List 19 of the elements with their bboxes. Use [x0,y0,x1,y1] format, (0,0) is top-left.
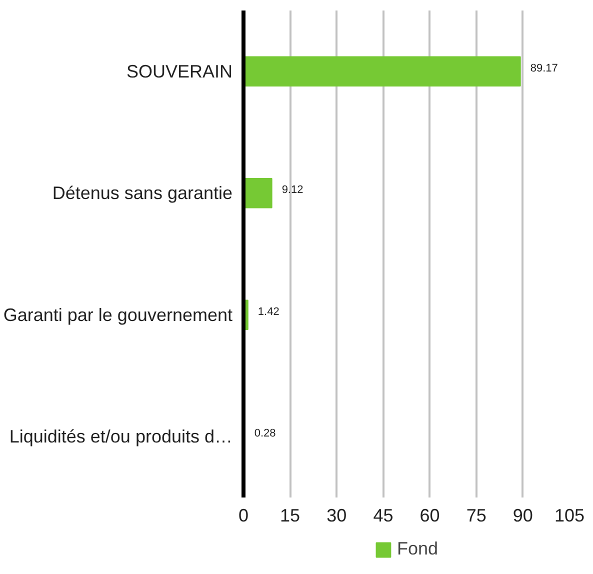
y-tick-label: Liquidités et/ou produits d… [9,426,233,447]
y-tick-label: SOUVERAIN [126,61,233,82]
legend-label: Fond [396,538,438,560]
y-tick-label: Garanti par le gouvernement [3,304,233,325]
data-label: 0.28 [254,428,276,440]
x-tick-label: 30 [326,506,347,526]
data-label: 9.12 [282,184,304,196]
data-label: 89.17 [530,62,558,74]
x-tick-label: 0 [238,506,249,526]
data-label: 1.42 [258,306,280,318]
bar [244,178,272,208]
y-tick-label: Détenus sans garantie [52,183,233,204]
bar [244,56,521,86]
x-tick-label: 105 [554,506,585,526]
x-tick-label: 15 [280,506,300,526]
x-tick-label: 60 [420,506,440,526]
x-tick-label: 45 [373,506,394,526]
x-tick-label: 75 [466,506,486,526]
x-tick-label: 90 [512,506,533,526]
